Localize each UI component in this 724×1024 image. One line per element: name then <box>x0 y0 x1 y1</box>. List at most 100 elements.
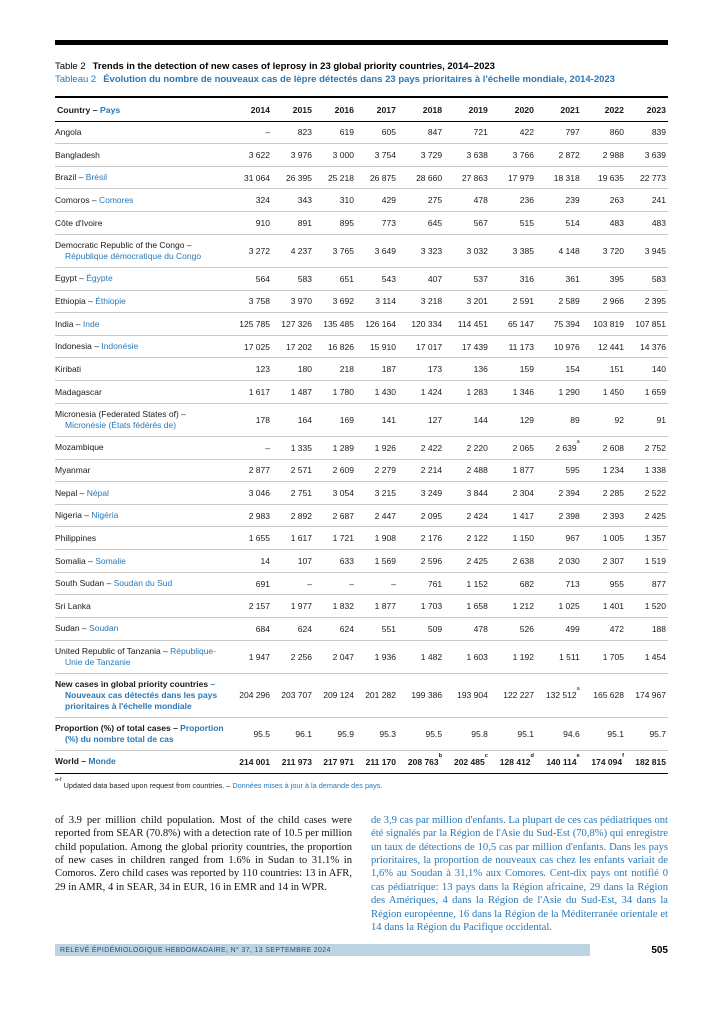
year-column-header: 2022 <box>581 95 626 122</box>
year-column-header: 2021 <box>535 95 582 122</box>
value-cell: 3 215 <box>374 488 396 499</box>
value-cell: 180 <box>297 364 312 375</box>
value-cell: 96.1 <box>295 728 312 739</box>
country-name-cell: Egypt – Égypte <box>55 267 230 290</box>
year-column-header: 2018 <box>397 95 445 122</box>
country-name-en: Comoros – <box>55 194 97 205</box>
value-cell: 95.9 <box>337 728 354 739</box>
value-cell: 472 <box>609 623 624 634</box>
footnote-text-fr: Données mises à jour à la demande des pa… <box>232 780 383 790</box>
country-name-fr: Monde <box>88 756 116 767</box>
value-cell: 2 425 <box>466 555 488 566</box>
table-row: Nigeria – Nigéria 2 983 2 892 2 687 2 447 2 0… <box>55 504 668 527</box>
value-cell: 2 065 <box>512 442 534 453</box>
value-cell: 3 218 <box>420 296 443 307</box>
value-cell: 1 234 <box>602 465 624 476</box>
country-name-en: Myanmar <box>55 465 91 476</box>
value-cell: 1 977 <box>290 601 312 612</box>
value-cell: 2 285 <box>602 488 624 499</box>
value-cell: 1 511 <box>559 651 580 662</box>
value-cell: 3 765 <box>332 245 354 256</box>
value-cell: 2 398 <box>558 510 580 521</box>
value-cell: 275 <box>427 195 443 206</box>
country-name-en: Brazil – <box>55 172 84 183</box>
value-cell: 159 <box>519 364 534 375</box>
table-row: Myanmar 2 877 2 571 2 609 2 279 2 214 2 488 1 8… <box>55 459 668 482</box>
value-cell: 1 357 <box>644 533 666 544</box>
table-row: Sri Lanka 2 157 1 977 1 832 1 877 1 703 1 658 1… <box>55 595 668 618</box>
footnote-reference: d <box>530 752 534 759</box>
value-cell: 91 <box>656 414 666 425</box>
footnote-reference: a <box>576 438 580 445</box>
value-cell: 564 <box>255 273 270 284</box>
value-cell: 10 976 <box>553 341 580 352</box>
country-name-cell: Ethiopia – Éthiopie <box>55 290 230 313</box>
value-cell: 127 <box>427 414 443 425</box>
country-name-cell: Comoros – Comores <box>55 189 230 212</box>
value-cell: – <box>307 578 312 589</box>
value-cell: 1 832 <box>332 601 354 612</box>
value-cell: 165 628 <box>593 690 624 701</box>
value-cell: 1 877 <box>512 465 534 476</box>
value-cell: 3 649 <box>374 245 396 256</box>
table-row: India – Inde 125 785 127 326 135 485 126 164… <box>55 313 668 336</box>
value-cell: 2 220 <box>466 442 488 453</box>
value-cell: 422 <box>519 127 534 138</box>
value-cell: 877 <box>651 578 666 589</box>
value-cell: 3 692 <box>332 296 354 307</box>
value-cell: 107 <box>297 555 312 566</box>
value-cell: 847 <box>427 127 443 138</box>
value-cell: 1 721 <box>332 533 354 544</box>
country-name-en: Nepal – <box>55 487 85 498</box>
country-name-cell: Democratic Republic of the Congo – Répub… <box>55 234 230 267</box>
year-column-header: 2019 <box>444 95 490 122</box>
value-cell: 1 192 <box>512 651 534 662</box>
value-cell: 135 485 <box>323 319 354 330</box>
value-cell: 361 <box>565 273 580 284</box>
value-cell: 1 150 <box>512 533 534 544</box>
value-cell: 1 290 <box>558 386 580 397</box>
country-name-fr: Inde <box>82 318 100 329</box>
country-name-en: Angola <box>55 127 82 138</box>
value-cell: – <box>391 578 396 589</box>
country-name-fr: Népal <box>86 487 109 498</box>
value-cell: 684 <box>255 623 270 634</box>
country-name-en: Madagascar <box>55 386 102 397</box>
value-cell: 1 705 <box>602 651 624 662</box>
value-cell: 537 <box>473 273 488 284</box>
country-name-cell: Proportion (%) of total cases – Proporti… <box>55 717 230 750</box>
value-cell: 2 030 <box>558 555 580 566</box>
value-cell: 17 439 <box>461 341 488 352</box>
country-name-en: Proportion (%) of total cases – <box>55 723 178 734</box>
value-cell: – <box>349 578 354 589</box>
value-cell: 3 945 <box>644 245 666 256</box>
country-header-en: Country – <box>57 104 98 115</box>
total-new-row: New cases in global priority countries –… <box>55 673 668 718</box>
country-name-en: United Republic of Tanzania – <box>55 646 168 657</box>
value-cell: 2 596 <box>420 555 443 566</box>
value-cell: 316 <box>519 273 534 284</box>
value-cell: 95.5 <box>253 728 270 739</box>
value-cell: 551 <box>381 623 396 634</box>
country-name-cell: Micronesia (Federated States of) – Micro… <box>55 403 230 436</box>
value-cell: 3 754 <box>374 150 396 161</box>
year-column-header: 2015 <box>271 95 314 122</box>
country-name-en: Indonesia – <box>55 341 99 352</box>
table-row: Ethiopia – Éthiopie 3 758 3 970 3 692 3 114 3… <box>55 290 668 313</box>
value-cell: 2 522 <box>644 488 666 499</box>
year-column-header: 2020 <box>489 95 536 122</box>
country-name-cell: Madagascar <box>55 381 230 404</box>
table-row: South Sudan – Soudan du Sud 691 – – – 761 1 15… <box>55 572 668 595</box>
value-cell: 2 176 <box>420 533 443 544</box>
table-label-fr: Tableau 2 <box>55 74 97 86</box>
value-cell: 122 227 <box>503 690 534 701</box>
value-cell: 2 591 <box>512 296 534 307</box>
value-cell: 1 926 <box>374 442 396 453</box>
value-cell: 1 520 <box>644 601 666 612</box>
value-cell: 955 <box>609 578 624 589</box>
country-name-en: Democratic Republic of the Congo – <box>55 240 192 251</box>
value-cell: 2 983 <box>248 510 270 521</box>
value-cell: 18 318 <box>553 172 580 183</box>
value-cell: 1 947 <box>248 651 270 662</box>
value-cell: 123 <box>255 364 270 375</box>
